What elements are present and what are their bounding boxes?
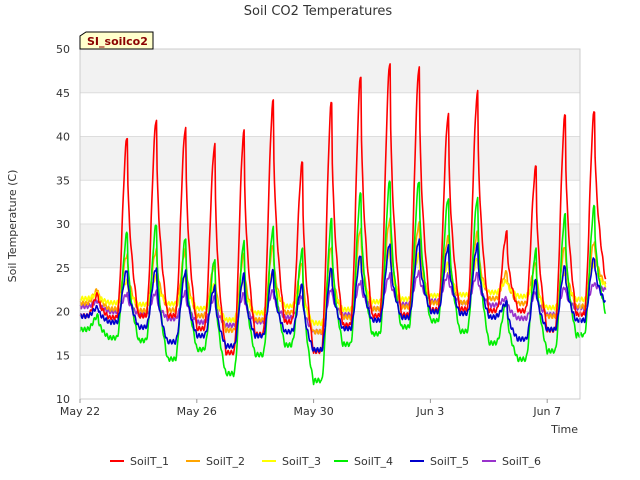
x-axis-label: Time bbox=[550, 423, 578, 436]
y-tick-label: 45 bbox=[56, 87, 70, 100]
series-line-SoilT_5 bbox=[79, 238, 607, 353]
legend: SoilT_1 SoilT_2 SoilT_3 SoilT_4 SoilT_5 SoilT… bbox=[110, 455, 541, 468]
site-label-text: SI_soilco2 bbox=[87, 35, 148, 48]
x-tick-label: May 30 bbox=[293, 405, 333, 418]
x-tick-label: May 26 bbox=[177, 405, 217, 418]
series-line-SoilT_3 bbox=[79, 247, 607, 327]
plot-frame bbox=[79, 48, 581, 400]
legend-label: SoilT_2 bbox=[206, 455, 245, 468]
plot-band bbox=[80, 180, 580, 224]
y-axis-label: Soil Temperature (C) bbox=[6, 170, 19, 283]
plot-band bbox=[80, 355, 580, 399]
y-tick-label: 20 bbox=[56, 306, 70, 319]
series-line-SoilT_4 bbox=[79, 180, 607, 386]
x-tick-label: Jun 7 bbox=[532, 405, 561, 418]
x-axis-ticks: May 22 May 26 May 30 Jun 3 Jun 7 bbox=[60, 399, 561, 418]
y-tick-label: 25 bbox=[56, 262, 70, 275]
legend-item-SoilT_1: SoilT_1 bbox=[110, 455, 169, 468]
site-label-box: SI_soilco2 bbox=[79, 31, 154, 50]
chart-title: Soil CO2 Temperatures bbox=[244, 4, 393, 19]
legend-item-SoilT_5: SoilT_5 bbox=[410, 455, 469, 468]
y-tick-label: 35 bbox=[56, 174, 70, 187]
legend-label: SoilT_3 bbox=[282, 455, 321, 468]
plot-band bbox=[80, 311, 580, 356]
x-tick-label: May 22 bbox=[60, 405, 100, 418]
y-tick-label: 30 bbox=[56, 218, 70, 231]
site-label-border bbox=[79, 31, 154, 50]
legend-item-SoilT_4: SoilT_4 bbox=[334, 455, 393, 468]
x-tick-label: Jun 3 bbox=[416, 405, 445, 418]
legend-label: SoilT_5 bbox=[430, 455, 469, 468]
legend-label: SoilT_1 bbox=[130, 455, 169, 468]
series-lines bbox=[79, 63, 607, 386]
plot-band bbox=[80, 49, 580, 93]
legend-label: SoilT_4 bbox=[354, 455, 393, 468]
y-tick-label: 40 bbox=[56, 131, 70, 144]
legend-label: SoilT_6 bbox=[502, 455, 541, 468]
legend-item-SoilT_6: SoilT_6 bbox=[482, 455, 541, 468]
y-axis-ticks: 10 15 20 25 30 35 40 45 50 bbox=[56, 43, 70, 406]
series-line-SoilT_1 bbox=[79, 63, 607, 356]
legend-item-SoilT_3: SoilT_3 bbox=[262, 455, 321, 468]
y-tick-label: 15 bbox=[56, 349, 70, 362]
y-tick-label: 50 bbox=[56, 43, 70, 56]
plot-band bbox=[80, 136, 580, 181]
legend-item-SoilT_2: SoilT_2 bbox=[186, 455, 245, 468]
y-tick-label: 10 bbox=[56, 393, 70, 406]
